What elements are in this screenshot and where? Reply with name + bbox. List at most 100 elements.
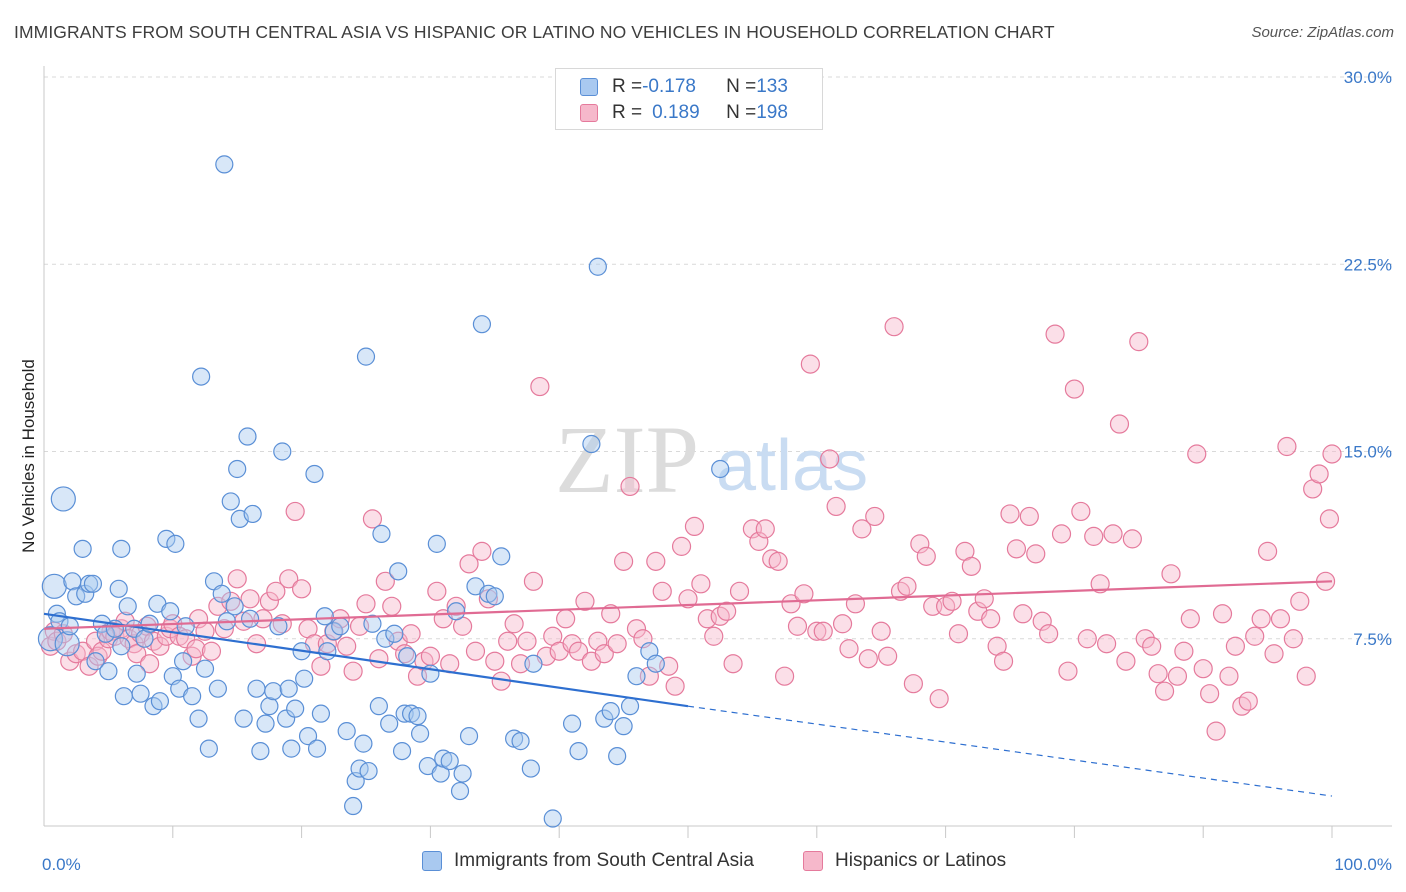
data-point-hispanics [1154, 681, 1175, 701]
data-point-hispanics [691, 574, 711, 594]
grid-lines [44, 76, 1392, 640]
data-point-hispanics [852, 519, 872, 539]
watermark-zip: ZIP [555, 406, 699, 513]
data-point-hispanics [362, 509, 383, 529]
legend-n-label: N = [726, 76, 757, 97]
trend-line-south-central-asia [43, 612, 689, 708]
data-point-hispanics [1251, 609, 1271, 629]
data-point-south-central-asia [240, 609, 260, 628]
data-point-south-central-asia [286, 699, 305, 718]
data-point-hispanics [1193, 659, 1213, 679]
x-tick-label: 0.0% [42, 855, 81, 874]
data-point-hispanics [1122, 529, 1142, 549]
data-point-hispanics [1257, 541, 1278, 561]
data-point-hispanics [646, 551, 666, 571]
data-point-hispanics [607, 634, 627, 654]
data-point-south-central-asia [372, 524, 391, 543]
data-point-hispanics [1103, 524, 1123, 544]
data-point-hispanics [858, 649, 878, 669]
data-point-hispanics [523, 571, 544, 591]
data-point-hispanics [1058, 661, 1078, 681]
data-point-south-central-asia [264, 682, 283, 701]
correlation-legend: R = -0.178 N = 133 R = 0.189 N = 198 [555, 68, 823, 130]
data-point-hispanics [1077, 629, 1097, 649]
data-point-hispanics [1277, 436, 1297, 457]
data-point-hispanics [665, 676, 685, 696]
data-point-hispanics [1264, 644, 1284, 664]
data-point-hispanics [253, 609, 273, 629]
data-point-south-central-asia [627, 667, 646, 686]
data-point-south-central-asia [344, 796, 363, 816]
data-point-hispanics [292, 579, 312, 599]
data-point-south-central-asia [212, 584, 231, 603]
data-point-south-central-asia [354, 734, 373, 753]
data-point-hispanics [942, 591, 962, 611]
data-point-hispanics [266, 581, 286, 601]
data-point-hispanics [781, 594, 801, 614]
data-point-hispanics [601, 604, 621, 624]
data-point-south-central-asia [166, 534, 185, 553]
data-point-south-central-asia [582, 434, 601, 454]
data-point-hispanics [285, 501, 305, 522]
data-point-hispanics [568, 641, 589, 661]
data-point-hispanics [845, 594, 866, 614]
data-point-south-central-asia [99, 662, 118, 681]
data-point-hispanics [465, 641, 486, 661]
data-point-hispanics [1238, 691, 1258, 711]
data-point-hispanics [807, 621, 827, 641]
data-point-south-central-asia [37, 626, 64, 652]
data-point-hispanics [717, 601, 737, 621]
data-point-hispanics [1051, 524, 1072, 544]
data-point-hispanics [704, 626, 724, 646]
data-point-hispanics [961, 556, 981, 576]
data-point-hispanics [710, 606, 730, 626]
data-point-hispanics [787, 616, 808, 636]
data-point-hispanics [92, 641, 112, 661]
legend-item-south-central-asia: Immigrants from South Central Asia [422, 850, 754, 872]
legend-label: Hispanics or Latinos [835, 850, 1007, 871]
data-point-south-central-asia [427, 534, 446, 553]
data-point-hispanics [1200, 684, 1220, 704]
legend-swatch-blue [422, 851, 442, 871]
data-point-south-central-asia [109, 579, 128, 598]
data-point-south-central-asia [369, 697, 388, 716]
data-point-south-central-asia [234, 709, 253, 728]
data-point-hispanics [1039, 624, 1059, 644]
data-point-south-central-asia [60, 617, 79, 636]
data-point-hispanics [652, 581, 672, 601]
data-point-hispanics [459, 554, 479, 574]
data-point-hispanics [910, 534, 930, 554]
data-point-hispanics [813, 621, 833, 641]
data-point-south-central-asia [431, 764, 450, 783]
data-point-hispanics [575, 591, 595, 611]
data-point-south-central-asia [385, 624, 404, 643]
legend-n-label: N = [726, 102, 757, 123]
data-point-south-central-asia [183, 687, 202, 706]
data-point-south-central-asia [363, 614, 382, 633]
data-point-south-central-asia [380, 714, 399, 733]
data-point-hispanics [382, 596, 402, 616]
data-point-south-central-asia [485, 587, 504, 606]
data-point-hispanics [871, 621, 891, 641]
legend-swatch-blue [580, 78, 598, 96]
data-point-hispanics [684, 516, 705, 537]
data-point-hispanics [1116, 651, 1136, 671]
data-point-hispanics [356, 594, 376, 614]
legend-n-value: 198 [756, 102, 788, 123]
data-point-south-central-asia [376, 629, 395, 648]
data-point-south-central-asia [521, 759, 540, 778]
data-point-hispanics [1129, 332, 1149, 352]
data-point-hispanics [839, 639, 859, 659]
x-tick-labels: 0.0% 100.0% [42, 855, 1392, 874]
data-point-south-central-asia [112, 637, 131, 656]
data-point-hispanics [1006, 539, 1027, 559]
data-point-south-central-asia [251, 741, 270, 761]
data-point-hispanics [1309, 464, 1329, 484]
data-point-hispanics [127, 644, 147, 664]
data-point-hispanics [227, 569, 247, 589]
legend-n-value: 133 [756, 76, 788, 97]
data-point-south-central-asia [96, 624, 115, 643]
data-point-south-central-asia [595, 709, 614, 728]
y-tick-label: 7.5% [1353, 630, 1392, 649]
data-point-hispanics [678, 589, 698, 609]
